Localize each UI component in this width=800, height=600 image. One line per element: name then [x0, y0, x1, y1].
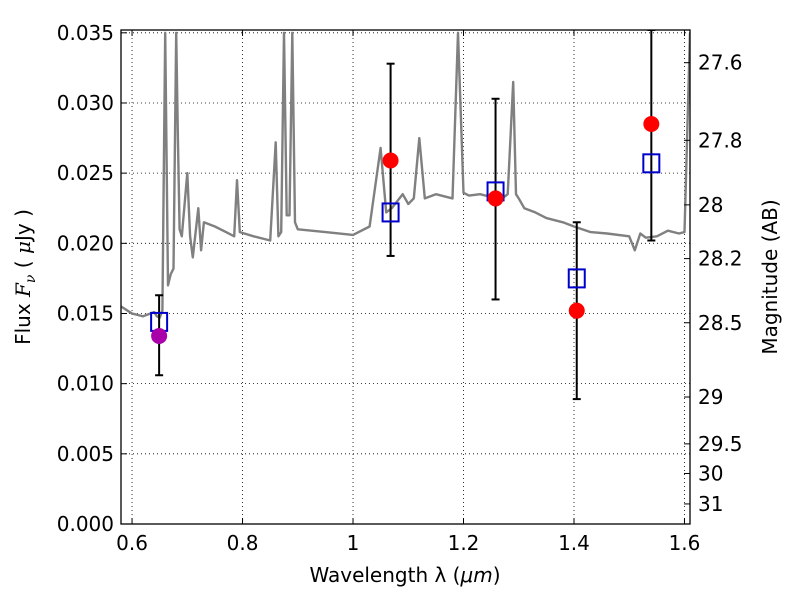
y-tick-label: 0.000 [57, 512, 114, 536]
y-tick-label: 0.025 [57, 161, 114, 185]
x-tick-label: 1 [347, 531, 360, 555]
y-tick-label: 0.030 [57, 91, 114, 115]
y2-tick-label: 27.8 [698, 128, 743, 152]
x-tick-label: 1.4 [558, 531, 590, 555]
data-point [643, 116, 660, 133]
ticks: 0.6 0.8 1 1.2 1.4 1.6 0.000 0.005 0.010 0.015 0.02… [57, 21, 743, 555]
y2-tick-label: 31 [698, 492, 723, 516]
data-point [151, 327, 168, 344]
y2-tick-label: 29 [698, 385, 723, 409]
plot-area [121, 30, 690, 401]
data-point [487, 190, 504, 207]
x-tick-label: 0.6 [116, 531, 148, 555]
model-square-marker [381, 202, 400, 223]
y-tick-label: 0.010 [57, 372, 114, 396]
y2-tick-label: 28 [698, 193, 723, 217]
y2-tick-label: 29.5 [698, 432, 743, 456]
spectrum-line [121, 31, 690, 319]
x-tick-label: 1.6 [669, 531, 701, 555]
model-square-marker [642, 153, 661, 174]
y-tick-label: 0.015 [57, 301, 114, 325]
x-tick-label: 1.2 [448, 531, 480, 555]
model-square-marker [567, 268, 586, 289]
y2-tick-label: 28.5 [698, 311, 743, 335]
x-tick-label: 0.8 [227, 531, 259, 555]
y-tick-label: 0.035 [57, 21, 114, 45]
x-axis-label: Wavelength λ (μm) [309, 563, 500, 587]
y-tick-label: 0.020 [57, 231, 114, 255]
y2-tick-label: 28.2 [698, 247, 743, 271]
y-tick-label: 0.005 [57, 442, 114, 466]
plot-frame [120, 29, 691, 525]
data-point [382, 152, 399, 169]
y2-tick-label: 27.6 [698, 51, 743, 75]
y-axis-label: Flux Fν ( μJy ) [11, 209, 39, 345]
y2-axis-label: Magnitude (AB) [758, 199, 782, 354]
data-point [568, 302, 585, 319]
y2-tick-label: 30 [698, 461, 723, 485]
